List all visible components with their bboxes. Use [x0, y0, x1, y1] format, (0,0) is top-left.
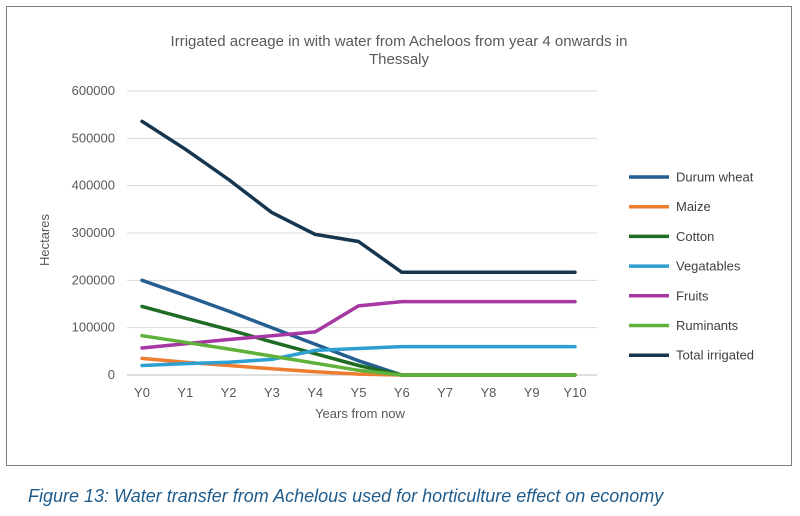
- y-tick-label: 200000: [72, 272, 115, 287]
- chart-frame: Irrigated acreage in with water from Ach…: [6, 6, 792, 466]
- series-line-ruminants: [140, 333, 577, 377]
- x-tick-label: Y4: [307, 385, 323, 400]
- legend-label: Ruminants: [676, 318, 739, 333]
- y-axis-title: Hectares: [37, 213, 52, 266]
- y-axis-ticks: 0 100000 200000 300000 400000 500000 600000: [72, 83, 115, 382]
- series-line-total-irrigated: [140, 119, 577, 275]
- legend-label: Durum wheat: [676, 170, 754, 185]
- line-chart: Irrigated acreage in with water from Ach…: [37, 33, 754, 421]
- y-tick-label: 0: [108, 367, 115, 382]
- x-tick-label: Y10: [563, 385, 586, 400]
- x-tick-label: Y7: [437, 385, 453, 400]
- legend: Durum wheat Maize Cotton Vegatables Fruits Ru…: [629, 170, 754, 363]
- legend-label: Fruits: [676, 288, 709, 303]
- x-tick-label: Y6: [394, 385, 410, 400]
- y-tick-label: 500000: [72, 130, 115, 145]
- x-tick-label: Y0: [134, 385, 150, 400]
- y-tick-label: 600000: [72, 83, 115, 98]
- x-tick-label: Y3: [264, 385, 280, 400]
- legend-label: Vegatables: [676, 259, 741, 274]
- legend-label: Cotton: [676, 229, 714, 244]
- x-tick-label: Y9: [524, 385, 540, 400]
- x-tick-label: Y5: [351, 385, 367, 400]
- x-axis-title: Years from now: [315, 406, 405, 421]
- gridlines: [127, 90, 597, 376]
- y-tick-label: 300000: [72, 225, 115, 240]
- chart-title-line-1: Irrigated acreage in with water from Ach…: [171, 33, 628, 50]
- series-line-vegatables: [140, 344, 577, 368]
- y-tick-label: 100000: [72, 320, 115, 335]
- legend-label: Total irrigated: [676, 348, 754, 363]
- series-lines: [140, 119, 577, 377]
- figure-caption: Figure 13: Water transfer from Achelous …: [28, 486, 664, 506]
- series-line-fruits: [140, 299, 577, 350]
- chart-title-line-2: Thessaly: [369, 51, 430, 68]
- x-tick-label: Y8: [480, 385, 496, 400]
- chart-title: Irrigated acreage in with water from Ach…: [171, 33, 628, 68]
- legend-label: Maize: [676, 199, 711, 214]
- x-tick-label: Y1: [177, 385, 193, 400]
- y-tick-label: 400000: [72, 178, 115, 193]
- x-tick-label: Y2: [221, 385, 237, 400]
- x-axis-ticks: Y0 Y1 Y2 Y3 Y4 Y5 Y6 Y7 Y8 Y9 Y10: [134, 385, 587, 400]
